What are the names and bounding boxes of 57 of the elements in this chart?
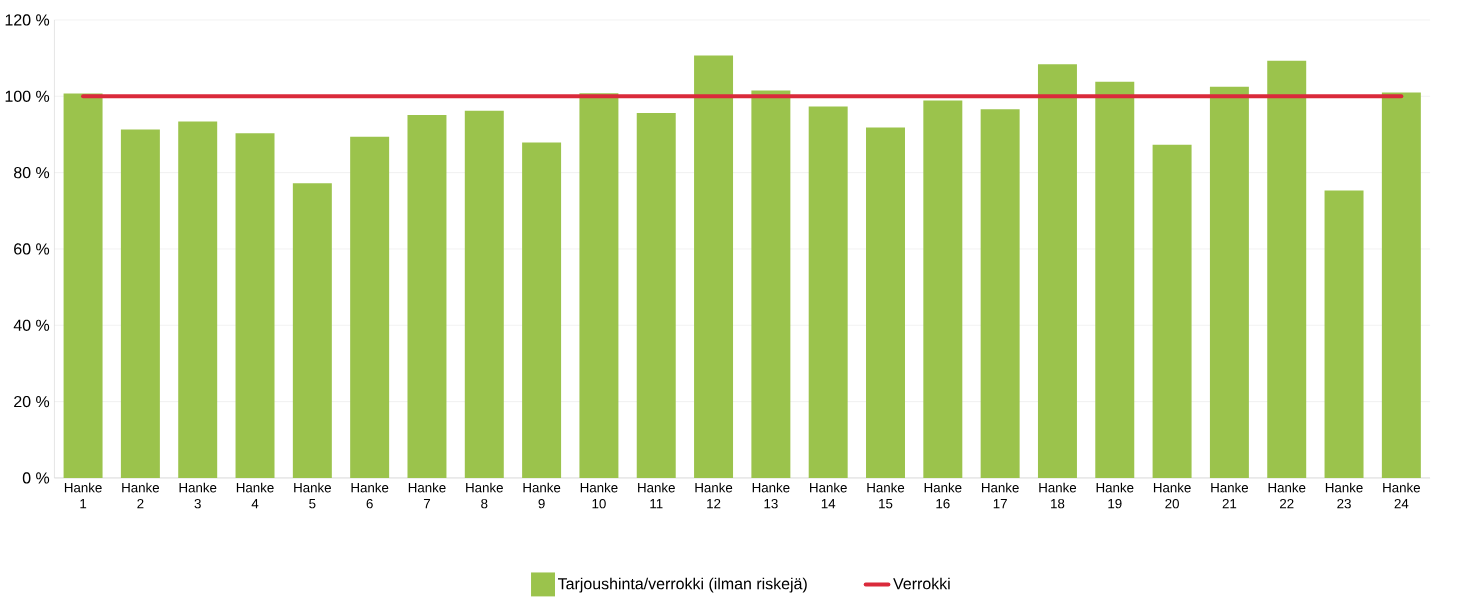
x-tick-label: Hanke 20: [1153, 482, 1191, 509]
y-tick-label: 80 %: [14, 166, 50, 179]
x-tick-label: Hanke 10: [580, 482, 618, 509]
bar: [292, 183, 332, 478]
x-tick-label: Hanke 23: [1325, 482, 1363, 509]
x-tick-label: Hanke 22: [1268, 482, 1306, 509]
y-tick-label: 0 %: [22, 472, 50, 484]
y-tick-label: 120 %: [5, 14, 50, 26]
bar: [235, 133, 275, 478]
x-tick-label: Hanke 17: [982, 482, 1019, 509]
x-tick-label: Hanke 4: [236, 482, 274, 509]
x-tick-label: Hanke 12: [695, 482, 733, 509]
bar: [178, 121, 218, 478]
bar: [751, 90, 791, 478]
x-tick-label: Hanke 11: [638, 482, 675, 509]
bar: [808, 106, 848, 478]
bar: [1267, 60, 1307, 478]
bar: [636, 113, 676, 478]
y-tick-label: 40 %: [13, 319, 50, 331]
x-tick-label: Hanke 13: [752, 482, 790, 509]
bar: [694, 55, 734, 478]
x-tick-label: Hanke 3: [179, 482, 217, 509]
x-tick-label: Hanke 16: [924, 482, 962, 509]
y-tick-label: 20 %: [14, 395, 50, 408]
bar: [522, 142, 562, 478]
x-tick-label: Hanke 7: [408, 482, 446, 509]
x-tick-label: Hanke 21: [1211, 482, 1249, 509]
legend-label: Verrokki: [893, 577, 950, 590]
bar: [464, 110, 504, 478]
x-tick-label: Hanke 24: [1383, 482, 1420, 509]
bar: [1324, 190, 1364, 478]
x-tick-label: Hanke 8: [466, 482, 503, 509]
y-tick-label: 100 %: [5, 90, 50, 102]
bar: [1037, 64, 1077, 478]
bar: [1381, 92, 1421, 478]
bar: [579, 93, 619, 478]
x-tick-label: Hanke 15: [867, 482, 905, 509]
x-tick-label: Hanke 6: [351, 482, 389, 509]
x-tick-label: Hanke 5: [294, 482, 331, 509]
bar: [63, 93, 103, 478]
bar: [1095, 81, 1135, 478]
x-tick-label: Hanke 9: [523, 482, 561, 509]
bar: [120, 129, 160, 478]
x-tick-label: Hanke 19: [1096, 482, 1134, 509]
bar: [980, 109, 1020, 478]
bar: [866, 127, 905, 478]
bar: [923, 100, 963, 478]
x-tick-label: Hanke 18: [1039, 482, 1077, 509]
bar: [1209, 86, 1249, 478]
bar: [350, 136, 390, 478]
x-tick-label: Hanke 14: [810, 482, 847, 509]
bar: [1152, 144, 1192, 478]
y-tick-label: 60 %: [14, 243, 50, 255]
bar: [407, 114, 447, 478]
legend-label: Tarjoushinta/verrokki (ilman riskejä): [557, 577, 807, 593]
x-tick-label: Hanke 1: [64, 482, 102, 509]
x-tick-label: Hanke 2: [122, 482, 160, 509]
